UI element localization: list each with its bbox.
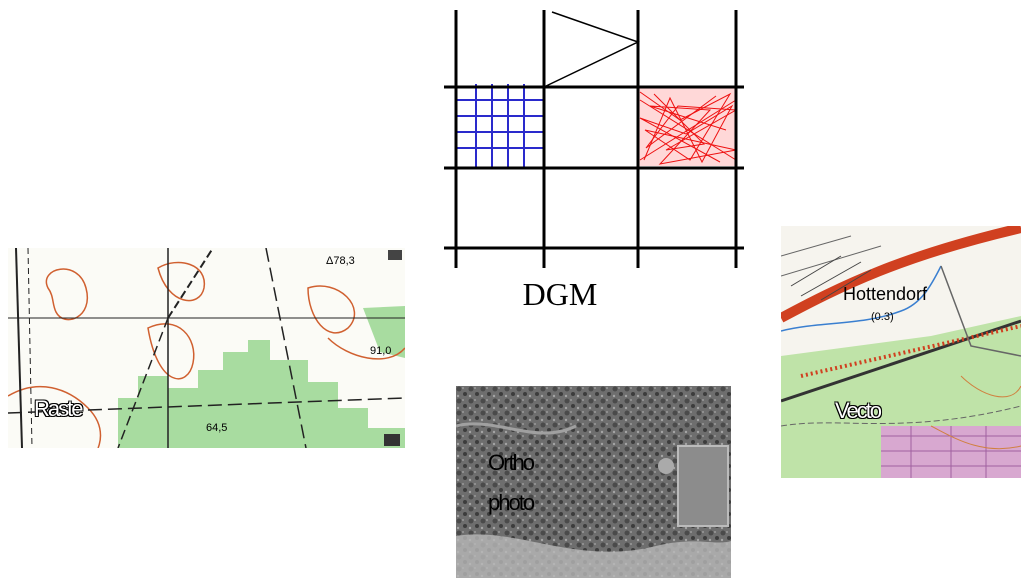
map-label-town: Hottendorf	[843, 284, 928, 304]
vector-map: Hottendorf (0.3) Vecto	[781, 226, 1021, 478]
ortho-photo-label-line2: photo	[488, 490, 535, 515]
tin-triangle	[543, 11, 640, 88]
forest-area	[118, 340, 405, 448]
tin-cell-red	[638, 88, 738, 166]
map-label-elevation: (0.3)	[871, 311, 894, 323]
vector-map-label: Vecto	[835, 398, 882, 423]
raster-map-label: Raste	[34, 396, 84, 421]
road-lines	[781, 235, 1021, 427]
major-road	[781, 226, 1021, 323]
ortho-photo: Ortho photo	[456, 386, 731, 578]
map-label-elevation-3: 64,5	[206, 422, 227, 434]
map-label-elevation-2: 91,0	[370, 345, 391, 357]
vector-map-graphics: Hottendorf (0.3)	[781, 226, 1021, 478]
ortho-photo-texture	[456, 386, 731, 578]
contour-lines	[8, 261, 405, 448]
ortho-photo-label-line1: Ortho	[488, 450, 535, 475]
road-lines	[8, 248, 405, 448]
dgm-grid-lines	[444, 10, 744, 268]
raster-map-graphics: Δ78,3 91,0 64,5	[8, 248, 405, 448]
raster-map: Δ78,3 91,0 64,5 Raste	[8, 248, 405, 448]
raster-cell-blue	[456, 84, 544, 168]
dgm-grid-diagram	[444, 10, 744, 268]
map-label-elevation-1: Δ78,3	[326, 255, 355, 267]
dgm-label: DGM	[522, 276, 598, 312]
water-line	[781, 265, 942, 332]
